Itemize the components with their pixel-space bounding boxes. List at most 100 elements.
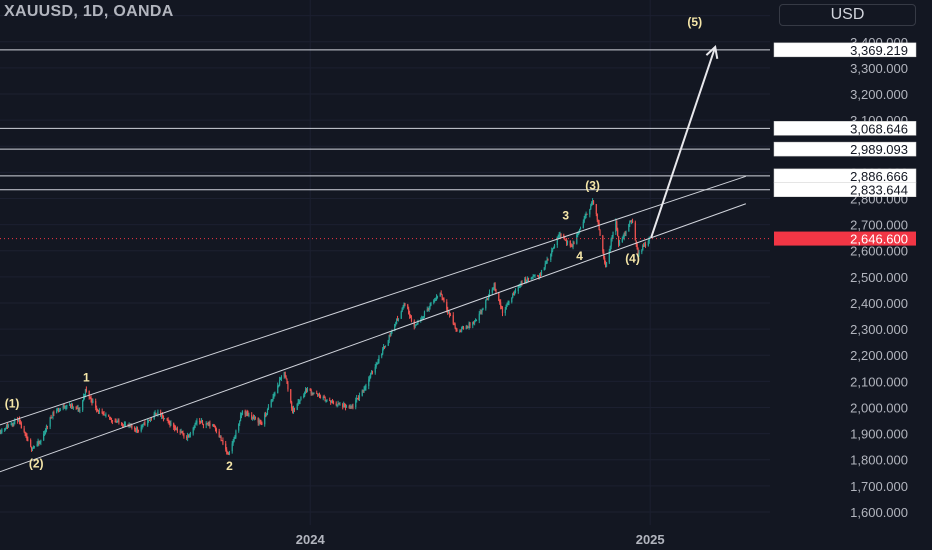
candle-body [170,423,172,426]
candle-body [513,294,515,296]
candle-body [45,426,48,431]
price-tick-label: 1,800.000 [850,453,908,468]
candle-body [18,419,21,423]
candle-body [625,231,627,234]
channel-lower-line[interactable] [0,203,747,474]
candle-body [429,305,431,307]
candle-body [284,372,286,377]
arrow-head[interactable] [705,45,719,60]
candle-body [167,419,169,421]
candle-body [540,270,543,276]
channel-upper-line[interactable] [0,175,747,427]
candle-body [382,349,384,354]
candle-body [0,432,2,434]
candle-body [449,314,452,316]
candle-body [585,213,587,217]
candle-body [88,391,90,397]
candle-body [533,275,535,277]
candle-body [556,236,558,246]
horizontal-levels[interactable] [0,49,770,240]
candle-body [260,422,262,423]
candle-body [552,248,555,249]
candle-body [235,430,237,437]
candle-body [265,414,267,416]
candle-body [313,393,315,395]
candle-body [539,274,541,277]
candle-body [376,363,378,364]
candle-body [317,393,319,395]
candle-body [591,202,593,206]
candle-body [319,396,322,399]
projection-arrow[interactable] [650,46,717,239]
candle-body [40,440,42,443]
candle-body [157,411,159,415]
candle-body [460,331,462,332]
candle-body [472,322,474,326]
candle-body [291,408,294,413]
candle-body [615,221,617,232]
candle-body [440,293,442,295]
candle-body [82,396,85,401]
candle-body [537,275,539,277]
candle-body [409,313,411,316]
price-tick-label: 2,500.000 [850,270,908,285]
candle-body [71,404,74,408]
currency-button[interactable]: USD [779,4,916,26]
candle-body [501,307,504,314]
candle-body [466,326,468,328]
candle-body [297,402,299,404]
candle-body [326,400,328,401]
candle-body [279,378,282,380]
candle-body [443,299,445,302]
candle-body [634,222,636,241]
candle-body [441,294,443,298]
time-axis[interactable]: 2024 2025 [0,525,770,550]
candle-body [168,420,170,423]
candle-body [292,408,295,413]
price-tick-label: 3,300.000 [850,61,908,76]
candle-body [179,431,181,433]
candle-body [247,413,249,416]
candle-body [124,424,126,425]
candle-body [202,423,205,426]
candle-body [514,291,517,293]
candle-body [186,436,188,439]
candle-body [174,428,177,430]
price-tick-label: 2,300.000 [850,322,908,337]
candle-body [323,397,325,398]
symbol-title[interactable]: XAUUSD, 1D, OANDA [4,3,174,20]
candle-body [364,387,366,389]
candle-body [200,421,202,423]
wave-label: (5) [687,15,702,29]
candle-body [78,407,80,411]
time-tick-label: 2025 [636,532,665,547]
candle-body [329,400,331,401]
candle-body [0,430,1,434]
candle-body [488,292,491,297]
candle-body [534,275,536,276]
candle-body [644,244,646,247]
candle-body [46,426,48,427]
candle-body [206,423,208,425]
candle-body [257,417,259,423]
candle-body [417,320,419,325]
candle-body [245,412,247,415]
candle-body [599,230,601,236]
candle-body [413,321,415,327]
candle-body [545,263,547,265]
candle-body [343,404,345,408]
candle-body [298,401,300,403]
candle-body [310,390,312,394]
candle-body [83,395,86,397]
trendlines[interactable] [0,45,747,474]
candle-body [597,219,599,223]
candle-body [304,392,306,396]
candle-body [26,435,28,440]
candle-body [143,422,145,424]
candle-body [566,240,569,243]
price-axis[interactable]: 1,600.000 1,700.000 1,800.000 1,900.000 2,00… [770,0,932,550]
candle-body [148,419,150,421]
candle-body [62,405,64,409]
candle-body [499,300,501,303]
